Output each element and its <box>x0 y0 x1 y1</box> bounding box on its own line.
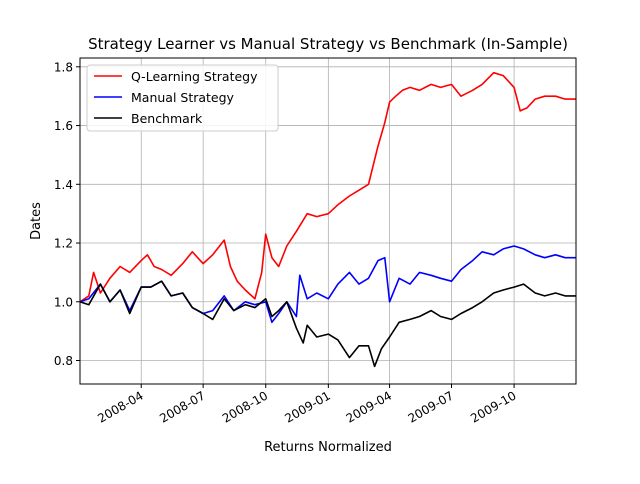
chart-title: Strategy Learner vs Manual Strategy vs B… <box>88 35 568 53</box>
y-tick-label: 1.4 <box>54 178 73 192</box>
x-axis-label: Returns Normalized <box>264 440 392 455</box>
series-line-2 <box>80 280 576 368</box>
legend: Q-Learning Strategy Manual Strategy Benchm… <box>86 64 279 132</box>
legend-box <box>86 64 279 132</box>
y-tick-label: 1.8 <box>54 60 73 74</box>
legend-label-0: Q-Learning Strategy <box>131 69 258 84</box>
series-line-0 <box>80 71 576 303</box>
y-tick-label: 1.6 <box>54 119 73 133</box>
y-tick-label: 1.2 <box>54 237 73 251</box>
legend-label-2: Benchmark <box>131 111 203 126</box>
y-tick-label: 1.0 <box>54 295 73 309</box>
y-axis-label: Dates <box>29 202 44 240</box>
series-lines <box>80 71 576 368</box>
y-tick-label: 0.8 <box>54 354 73 368</box>
legend-label-1: Manual Strategy <box>131 90 235 105</box>
